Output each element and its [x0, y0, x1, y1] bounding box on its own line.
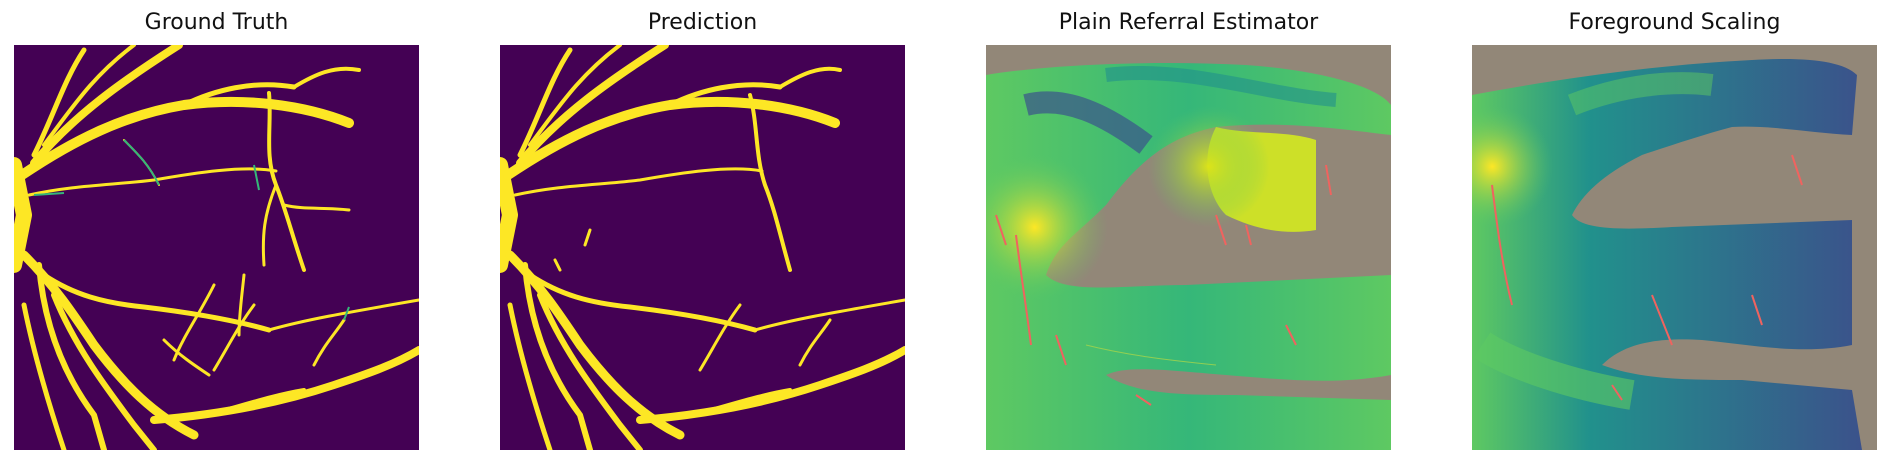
panel-plain-referral-estimator: Plain Referral Estimator — [986, 0, 1391, 464]
panel-ground-truth: Ground Truth — [14, 0, 419, 464]
panel-title: Prediction — [500, 10, 905, 35]
prediction-image — [500, 45, 905, 450]
panel-title: Plain Referral Estimator — [986, 10, 1391, 35]
plain-referral-estimator-image — [986, 45, 1391, 450]
panel-title: Foreground Scaling — [1472, 10, 1877, 35]
panel-prediction: Prediction — [500, 0, 905, 464]
ground-truth-image — [14, 45, 419, 450]
panel-title: Ground Truth — [14, 10, 419, 35]
foreground-scaling-image — [1472, 45, 1877, 450]
panel-foreground-scaling: Foreground Scaling — [1472, 0, 1877, 464]
